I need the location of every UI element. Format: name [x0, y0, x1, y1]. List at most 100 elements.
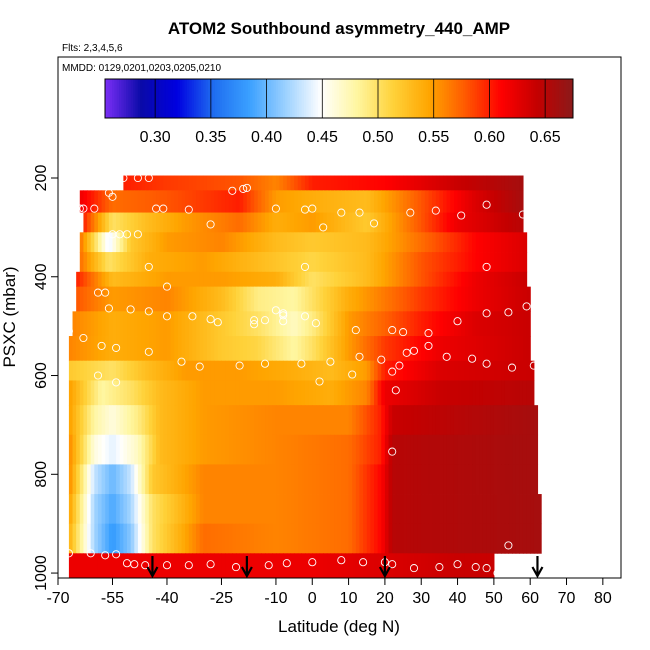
heat-cell — [265, 252, 270, 273]
colorbar-cell — [453, 79, 457, 118]
data-point — [126, 305, 135, 314]
heat-cell — [97, 232, 103, 253]
heat-cell — [265, 271, 270, 288]
heat-cell — [475, 232, 480, 253]
data-point — [522, 302, 531, 311]
heat-cell — [315, 434, 321, 465]
heat-cell — [127, 360, 132, 381]
heat-cell — [475, 380, 480, 406]
heat-cell — [192, 286, 197, 312]
colorbar-cell — [369, 79, 373, 118]
heat-cell — [450, 494, 455, 525]
heat-cell — [134, 494, 139, 525]
heat-cell — [301, 271, 306, 288]
heat-cell — [439, 286, 444, 312]
heat-cell — [297, 232, 302, 253]
heat-cell — [337, 286, 342, 312]
heat-cell — [326, 190, 332, 213]
heat-cell — [246, 523, 252, 554]
heat-cell — [359, 286, 364, 312]
heat-cell — [399, 464, 404, 495]
heat-cell — [508, 252, 513, 273]
heat-cell — [392, 271, 397, 288]
heat-cell — [355, 553, 361, 579]
heat-cell — [170, 286, 175, 312]
heat-cell — [435, 360, 440, 381]
heat-cell — [323, 336, 328, 362]
heat-cell — [370, 336, 375, 362]
heat-cell — [90, 523, 95, 554]
heat-cell — [145, 494, 150, 525]
flights-subtitle: Flts: 2,3,4,5,6 — [62, 43, 123, 54]
heat-cell — [177, 336, 183, 362]
heat-cell — [377, 212, 382, 233]
heat-cell — [221, 232, 226, 253]
heat-cell — [97, 494, 103, 525]
colorbar-cell — [151, 79, 155, 118]
heat-cell — [156, 286, 161, 312]
heat-cell — [185, 252, 190, 273]
colorbar-cell — [175, 79, 179, 118]
heat-cell — [457, 523, 462, 554]
heat-cell — [323, 311, 328, 337]
heat-cell — [112, 311, 117, 337]
heat-cell — [337, 190, 342, 213]
heat-cell — [214, 405, 219, 436]
heat-cell — [152, 190, 157, 213]
heat-cell — [424, 212, 430, 233]
colorbar-cell — [451, 79, 455, 118]
heat-cell — [261, 252, 266, 273]
heat-cell — [428, 311, 433, 337]
heat-cell — [352, 360, 357, 381]
heat-cell — [119, 232, 124, 253]
heat-cell — [352, 464, 357, 495]
heat-cell — [374, 405, 379, 436]
heat-cell — [392, 360, 397, 381]
heat-cell — [392, 523, 397, 554]
colorbar-cell — [472, 79, 476, 118]
heat-cell — [87, 494, 92, 525]
heat-cell — [286, 360, 292, 381]
heat-cell — [352, 380, 357, 406]
heat-cell — [461, 360, 466, 381]
heat-cell — [112, 190, 117, 213]
heat-cell — [355, 232, 361, 253]
colorbar-cell — [313, 79, 317, 118]
heat-cell — [159, 434, 164, 465]
heat-cell — [275, 175, 281, 191]
heat-cell — [486, 311, 491, 337]
heat-cell — [250, 464, 255, 495]
heat-cell — [116, 271, 121, 288]
heat-cell — [497, 523, 502, 554]
heat-cell — [283, 212, 288, 233]
heat-cell — [392, 175, 397, 191]
data-point — [504, 541, 513, 550]
heat-cell — [130, 311, 135, 337]
heat-cell — [326, 311, 332, 337]
heat-cell — [210, 553, 215, 579]
heat-cell — [468, 553, 473, 579]
heat-cell — [294, 190, 299, 213]
heat-cell — [443, 252, 448, 273]
data-point — [529, 361, 538, 370]
heat-cell — [395, 212, 401, 233]
heat-cell — [166, 553, 172, 579]
heat-cell — [399, 380, 404, 406]
heat-cell — [239, 232, 244, 253]
heat-cell — [214, 380, 219, 406]
heat-cell — [301, 360, 306, 381]
colorbar-cell — [383, 79, 387, 118]
heat-cell — [188, 212, 193, 233]
data-point — [319, 223, 328, 232]
heat-cell — [475, 336, 480, 362]
heat-cell — [319, 232, 324, 253]
heat-cell — [79, 464, 85, 495]
heat-cell — [196, 286, 201, 312]
heat-cell — [217, 190, 223, 213]
heat-cell — [457, 380, 462, 406]
colorbar-cell — [156, 79, 160, 118]
heat-cell — [119, 190, 124, 213]
heat-cell — [254, 311, 259, 337]
heat-cell — [199, 252, 204, 273]
heat-cell — [203, 494, 208, 525]
